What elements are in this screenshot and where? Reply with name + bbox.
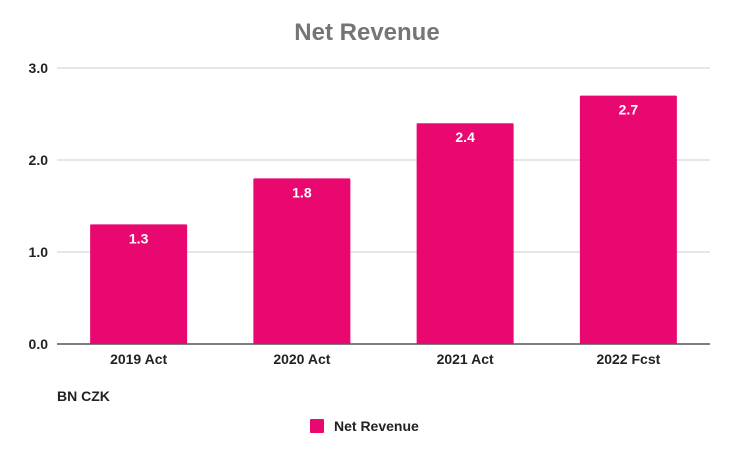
bar (90, 224, 188, 344)
x-axis-ticks: 2019 Act 2020 Act 2021 Act 2022 Fcst (110, 351, 661, 367)
x-tick-label: 2019 Act (110, 351, 167, 367)
bar (416, 123, 514, 344)
x-tick-label: 2021 Act (437, 351, 494, 367)
bar-value-label: 1.3 (129, 230, 149, 246)
unit-label: BN CZK (57, 388, 110, 404)
bar (579, 95, 677, 344)
legend: Net Revenue (310, 418, 419, 434)
bars (90, 95, 677, 344)
data-labels: 1.3 1.8 2.4 2.7 (129, 102, 638, 247)
x-tick-label: 2020 Act (273, 351, 330, 367)
legend-label: Net Revenue (334, 418, 419, 434)
y-axis-ticks: 0.0 1.0 2.0 3.0 (29, 60, 49, 352)
y-tick-label: 1.0 (29, 244, 49, 260)
bar-value-label: 1.8 (292, 184, 312, 200)
legend-swatch (310, 419, 324, 433)
bar-value-label: 2.7 (619, 102, 639, 118)
y-tick-label: 2.0 (29, 152, 49, 168)
chart-title: Net Revenue (294, 19, 439, 46)
bar-value-label: 2.4 (455, 129, 475, 145)
bar (253, 178, 351, 344)
y-tick-label: 3.0 (29, 60, 49, 76)
x-tick-label: 2022 Fcst (596, 351, 660, 367)
y-tick-label: 0.0 (29, 336, 49, 352)
